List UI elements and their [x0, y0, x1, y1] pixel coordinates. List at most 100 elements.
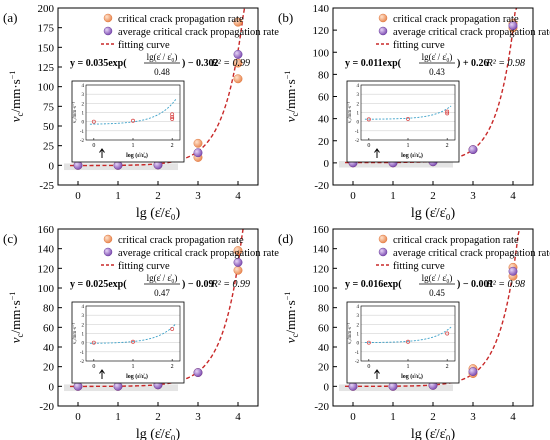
inset-fit-curve [89, 98, 177, 125]
inset-y-tick-label: 2 [82, 102, 85, 107]
equation-suffix: ) − 0.001 [457, 279, 494, 290]
critical-point [233, 74, 243, 84]
y-tick-label: 40 [318, 114, 330, 126]
equation-numerator: lg(ε̇ / ε̇₀) [147, 273, 178, 283]
inset-y-tick-label: 2 [357, 323, 360, 328]
inset-x-tick-label: 2 [171, 143, 174, 149]
y-axis-label: vc/mm·s−1 [8, 71, 25, 123]
inset-x-tick-label: 2 [171, 364, 174, 370]
legend-fit-label: fitting curve [393, 261, 445, 272]
inset-y-tick-label: 0 [82, 121, 85, 126]
y-tick-label: 75 [43, 101, 55, 113]
inset-fit-curve [364, 326, 452, 344]
inset-x-tick-label: 0 [92, 364, 95, 370]
inset-y-tick-label: -2 [80, 139, 85, 144]
x-tick-label: 3 [195, 190, 201, 202]
y-label-symbol: v [283, 116, 298, 122]
y-tick-label: -25 [39, 180, 54, 192]
inset-y-tick-label: 2 [357, 102, 360, 107]
equation-suffix: ) + 0.26 [457, 58, 489, 69]
equation-denominator: 0.43 [429, 67, 445, 77]
equation-prefix: y = 0.035exp( [70, 58, 127, 69]
y-tick-label: 0 [324, 381, 330, 393]
inset-point [445, 331, 450, 336]
average-point [193, 368, 203, 378]
inset-point [91, 119, 96, 124]
y-tick-label: 0 [324, 158, 330, 170]
y-tick-label: 160 [38, 224, 55, 236]
x-tick-label: 1 [115, 190, 121, 202]
inset-plot-frame [85, 84, 181, 141]
average-point [233, 257, 243, 267]
equation-prefix: y = 0.011exp( [345, 58, 402, 69]
y-tick-label: 80 [318, 69, 330, 81]
critical-point [233, 246, 243, 256]
up-arrow-icon [99, 148, 105, 158]
y-label-symbol: v [8, 337, 23, 343]
panel-label: (a) [3, 10, 17, 25]
inset-x-tick-label: 0 [367, 364, 370, 370]
inset-x-tick-label: 0 [92, 143, 95, 149]
y-axis-label: vc/mm·s−1 [8, 292, 25, 344]
y-tick-label: 100 [38, 82, 55, 94]
y-tick-label: 120 [313, 25, 330, 37]
inset-x-tick-label: 1 [407, 143, 410, 149]
y-axis-label: vc/mm·s−1 [283, 292, 300, 344]
inset-y-tick-label: 3 [82, 93, 85, 98]
legend-average-marker [378, 26, 388, 36]
average-point [468, 145, 478, 155]
x-tick-label: 4 [235, 190, 241, 202]
inset-point [366, 117, 371, 122]
x-axis-label: lg (ε̇/ε̇₀) [411, 427, 456, 440]
y-tick-label: 200 [38, 3, 55, 15]
y-tick-label: 100 [313, 283, 330, 295]
inset-point [170, 112, 175, 117]
inset: -2 -1 0 1 2 3 4 0 1 2 v꜀/mm·s⁻¹ log (ε̇/ε̇₀) [71, 301, 185, 384]
y-label-subscript: c [290, 112, 300, 116]
y-tick-label: 60 [43, 322, 55, 334]
x-tick-label: 4 [510, 411, 516, 423]
inset-x-tick-label: 0 [367, 143, 370, 149]
inset-x-tick-label: 2 [446, 143, 449, 149]
legend-critical-marker [378, 13, 388, 23]
y-tick-label: 100 [313, 47, 330, 59]
inset-point [445, 111, 450, 116]
inset-x-tick-label: 1 [132, 364, 135, 370]
inset-point [406, 116, 410, 121]
inset-point [131, 118, 135, 123]
inset-x-axis-label: log (ε̇/ε̇₀) [401, 152, 423, 159]
inset-y-axis-label: v꜀/mm·s⁻¹ [347, 322, 353, 344]
up-arrow-icon [374, 148, 380, 158]
inset-point [131, 339, 135, 344]
x-tick-label: 2 [155, 411, 161, 423]
equation-numerator: lg(ε̇ / ε̇₀) [422, 273, 453, 283]
legend-critical-marker [103, 234, 113, 244]
inset-y-tick-label: 1 [82, 333, 85, 338]
equation-r2: R² = 0.98 [486, 279, 525, 290]
equation-suffix: ) − 0.09 [182, 279, 214, 290]
y-tick-label: 175 [38, 23, 55, 35]
average-point [508, 21, 518, 31]
x-tick-label: 4 [235, 411, 241, 423]
panel-label: (b) [278, 10, 293, 25]
inset-x-axis-label: log (ε̇/ε̇₀) [126, 373, 148, 380]
equation-denominator: 0.48 [154, 67, 170, 77]
up-arrow-icon [99, 369, 105, 379]
inset-y-tick-label: 3 [82, 314, 85, 319]
legend-average-marker [103, 247, 113, 257]
y-label-subscript: c [15, 333, 25, 337]
inset-x-axis-label: log (ε̇/ε̇₀) [126, 152, 148, 159]
legend-average-marker [378, 247, 388, 257]
equation-denominator: 0.47 [154, 288, 170, 298]
equation-r2: R² = 0.99 [211, 58, 250, 69]
y-tick-label: 60 [318, 322, 330, 334]
x-axis-label: lg (ε̇/ε̇₀) [136, 206, 181, 221]
average-point [508, 266, 518, 276]
legend-fit-label: fitting curve [118, 261, 170, 272]
y-tick-label: 120 [38, 263, 55, 275]
x-tick-label: 4 [510, 190, 516, 202]
legend-critical-marker [378, 234, 388, 244]
equation-suffix: ) − 0.302 [182, 58, 219, 69]
